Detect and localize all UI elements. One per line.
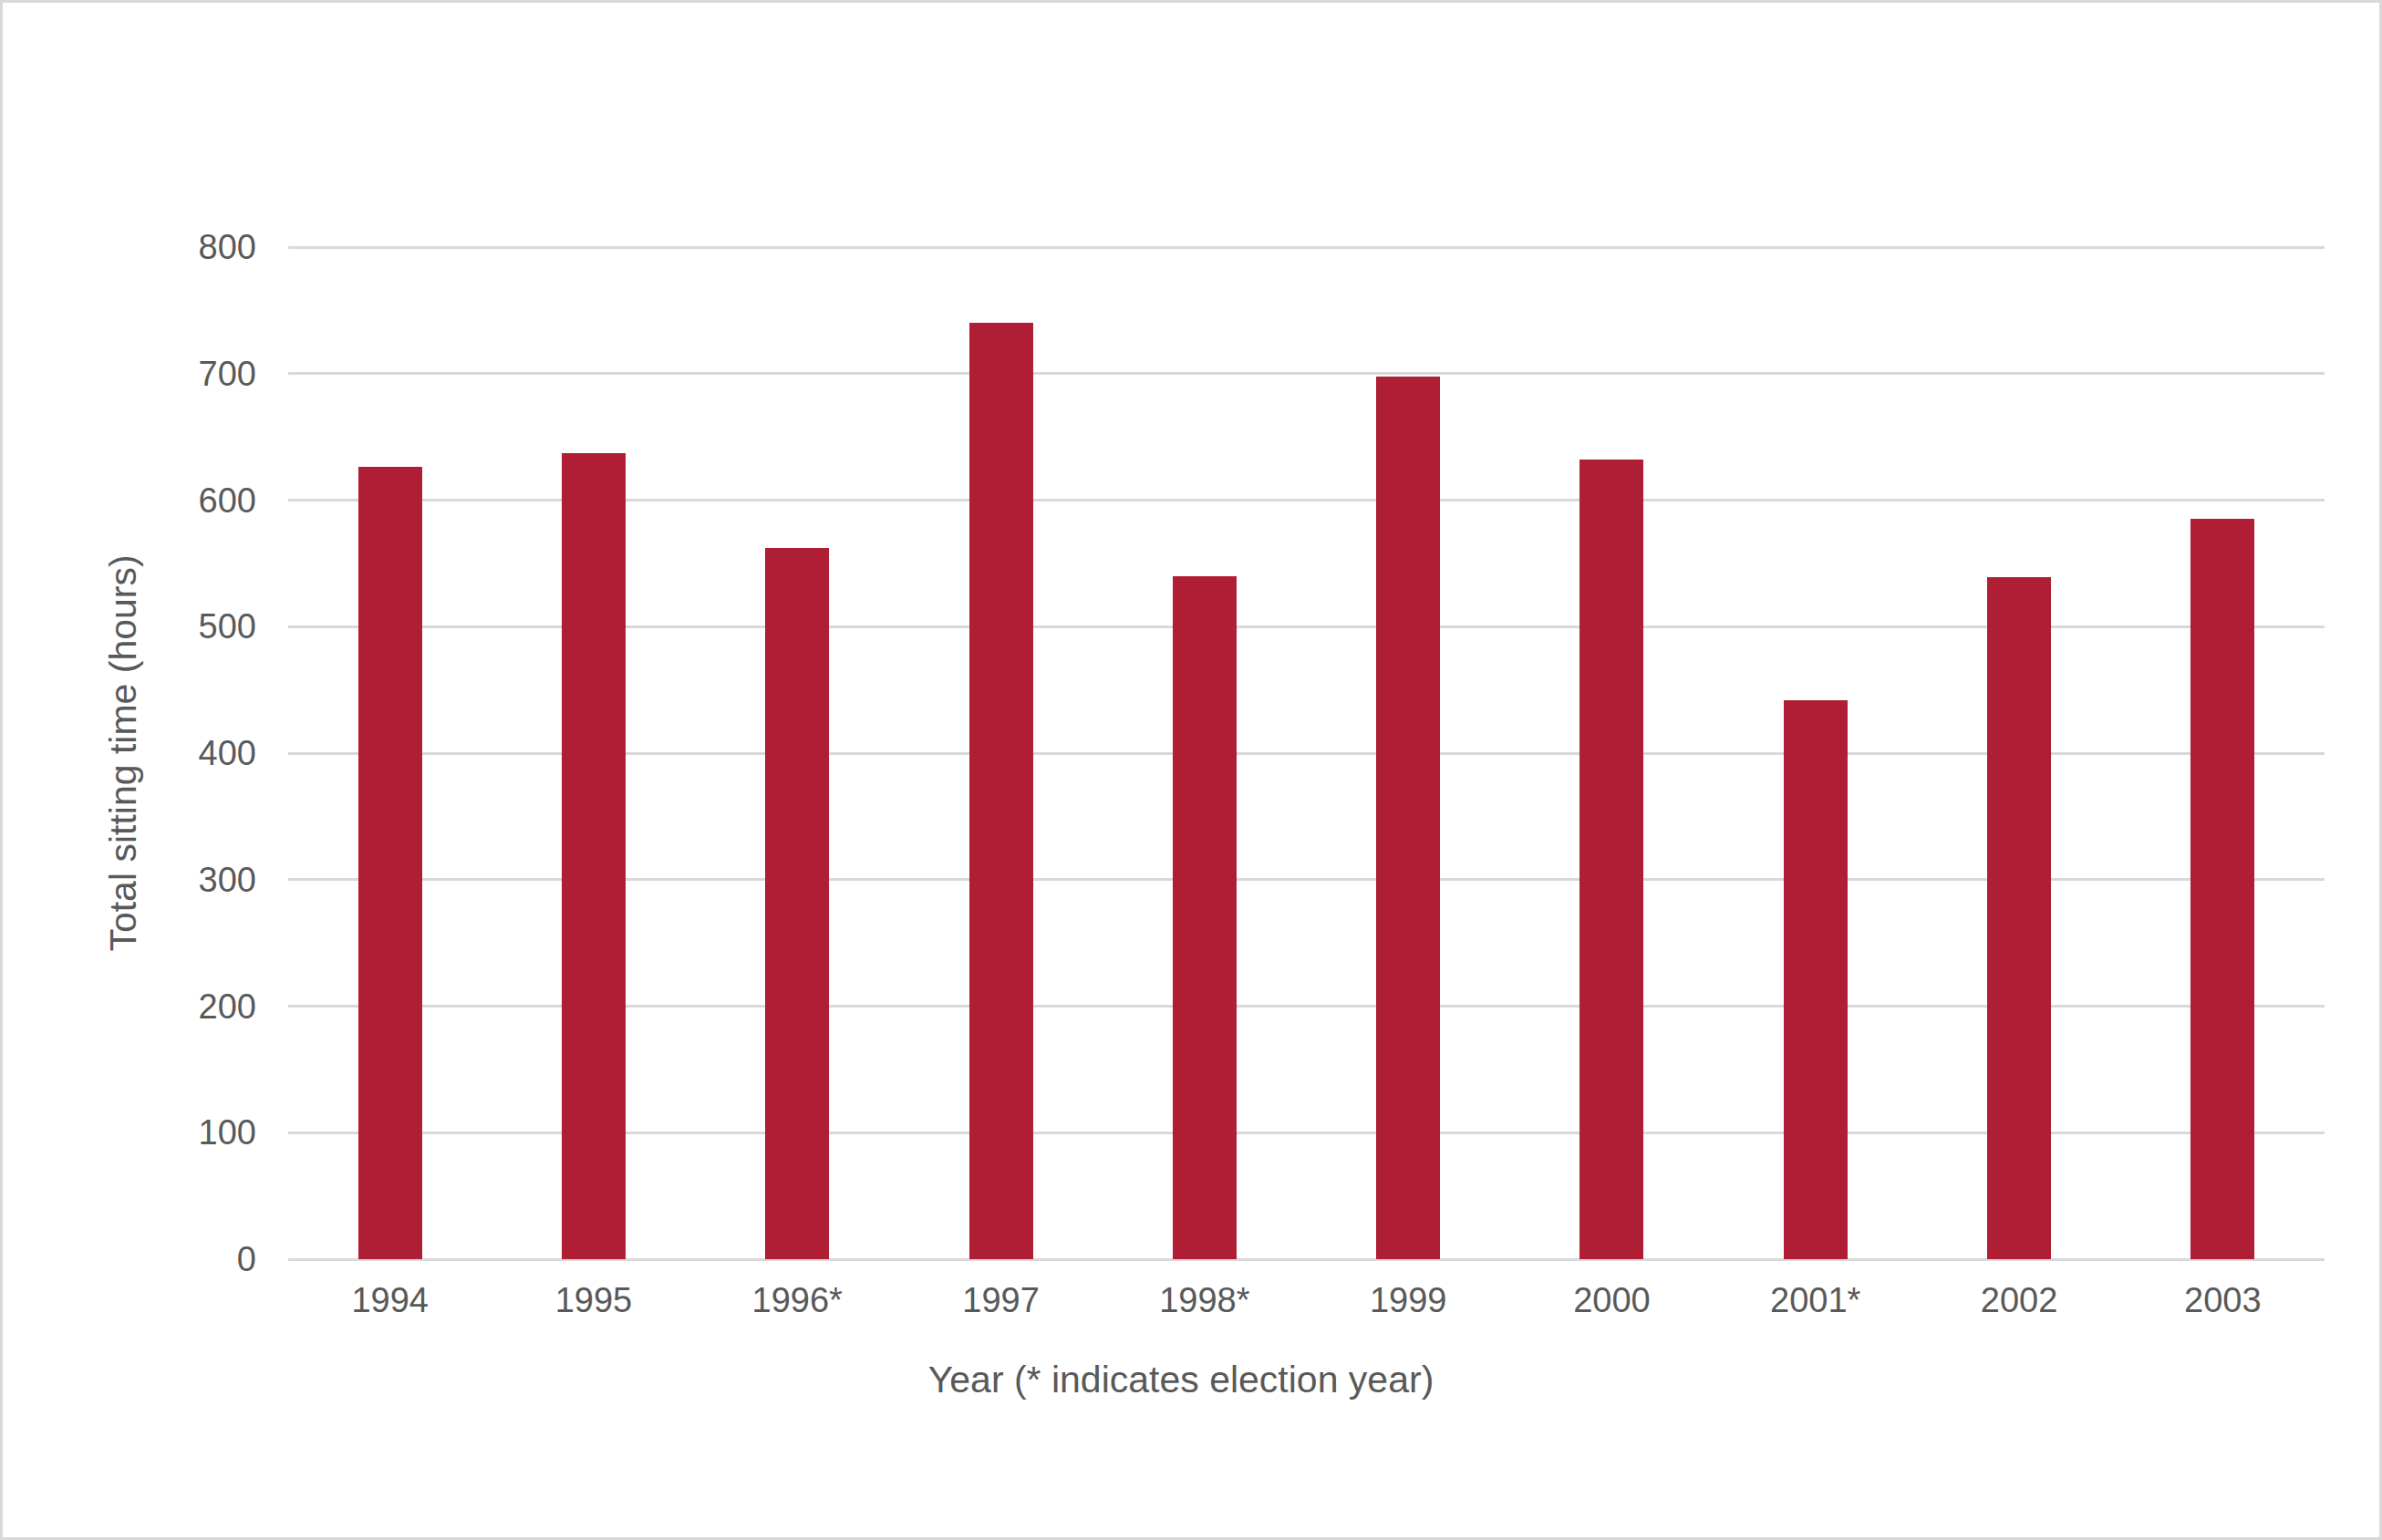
bar-1998 bbox=[1173, 576, 1237, 1259]
x-tick-label-1995: 1995 bbox=[492, 1277, 695, 1323]
x-tick-label-2001: 2001* bbox=[1714, 1277, 1917, 1323]
x-tick-label-2000: 2000 bbox=[1510, 1277, 1714, 1323]
bar-1997 bbox=[969, 323, 1033, 1259]
bar-1996 bbox=[765, 548, 829, 1259]
bar-1994 bbox=[358, 467, 422, 1259]
bar-2002 bbox=[1987, 577, 2051, 1259]
y-tick-label-400: 400 bbox=[56, 730, 256, 776]
y-tick-label-800: 800 bbox=[56, 224, 256, 270]
x-tick-label-1996: 1996* bbox=[696, 1277, 899, 1323]
x-tick-label-1997: 1997 bbox=[899, 1277, 1103, 1323]
plot-area: 0100200300400500600700800199419951996*19… bbox=[3, 3, 2379, 1537]
y-tick-label-700: 700 bbox=[56, 351, 256, 397]
chart-canvas: 0100200300400500600700800199419951996*19… bbox=[0, 0, 2382, 1540]
y-tick-label-500: 500 bbox=[56, 604, 256, 649]
x-tick-label-2003: 2003 bbox=[2121, 1277, 2325, 1323]
y-tick-label-200: 200 bbox=[56, 984, 256, 1029]
y-tick-label-300: 300 bbox=[56, 857, 256, 903]
bar-1999 bbox=[1376, 377, 1440, 1259]
y-tick-label-0: 0 bbox=[56, 1236, 256, 1282]
bar-2000 bbox=[1579, 460, 1643, 1259]
y-tick-label-100: 100 bbox=[56, 1110, 256, 1155]
gridline-y-700 bbox=[288, 372, 2325, 375]
x-tick-label-1998: 1998* bbox=[1103, 1277, 1306, 1323]
x-tick-label-1994: 1994 bbox=[288, 1277, 492, 1323]
y-tick-label-600: 600 bbox=[56, 478, 256, 523]
bar-2003 bbox=[2190, 519, 2254, 1259]
gridline-y-800 bbox=[288, 246, 2325, 249]
y-axis-title-text: Total sitting time (hours) bbox=[102, 554, 145, 951]
x-axis-title: Year (* indicates election year) bbox=[3, 1359, 2359, 1401]
x-tick-label-2002: 2002 bbox=[1917, 1277, 2120, 1323]
bar-1995 bbox=[562, 453, 626, 1259]
bar-2001 bbox=[1784, 700, 1848, 1259]
x-tick-label-1999: 1999 bbox=[1307, 1277, 1510, 1323]
